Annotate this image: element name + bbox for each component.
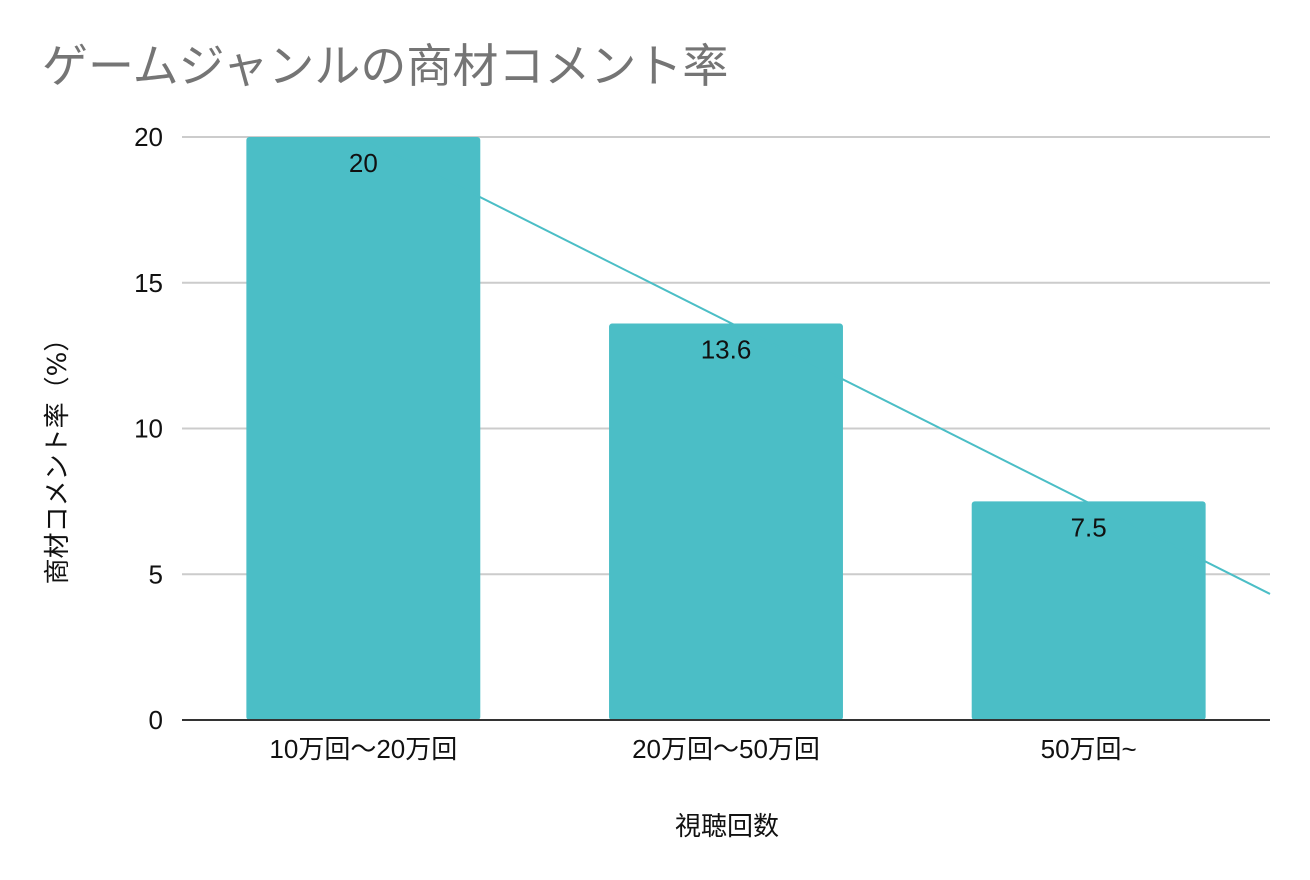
y-tick-labels: 0 5 10 15 20 xyxy=(134,122,163,735)
bars xyxy=(246,137,1206,720)
trendline xyxy=(362,137,1271,595)
data-label: 20 xyxy=(349,148,378,178)
x-tick-label: 10万回〜20万回 xyxy=(269,734,457,764)
x-tick-label: 20万回〜50万回 xyxy=(632,734,820,764)
x-axis-title: 視聴回数 xyxy=(675,812,779,842)
x-tick-labels: 10万回〜20万回 20万回〜50万回 50万回~ xyxy=(269,734,1136,764)
bar xyxy=(609,323,843,720)
y-tick-label: 0 xyxy=(149,705,163,735)
chart-title: ゲームジャンルの商材コメント率 xyxy=(42,39,729,93)
data-label: 7.5 xyxy=(1071,512,1107,542)
bar xyxy=(971,501,1206,720)
data-label: 13.6 xyxy=(701,335,752,365)
y-tick-label: 10 xyxy=(134,414,163,444)
y-tick-label: 20 xyxy=(134,122,163,152)
x-tick-label: 50万回~ xyxy=(1041,734,1137,764)
y-tick-label: 5 xyxy=(149,559,163,589)
y-axis-title: 商材コメント率（%） xyxy=(43,326,73,585)
trendline-group xyxy=(362,137,1271,595)
y-tick-label: 15 xyxy=(134,268,163,298)
data-labels: 20 13.6 7.5 xyxy=(349,148,1107,542)
bar xyxy=(246,137,481,720)
